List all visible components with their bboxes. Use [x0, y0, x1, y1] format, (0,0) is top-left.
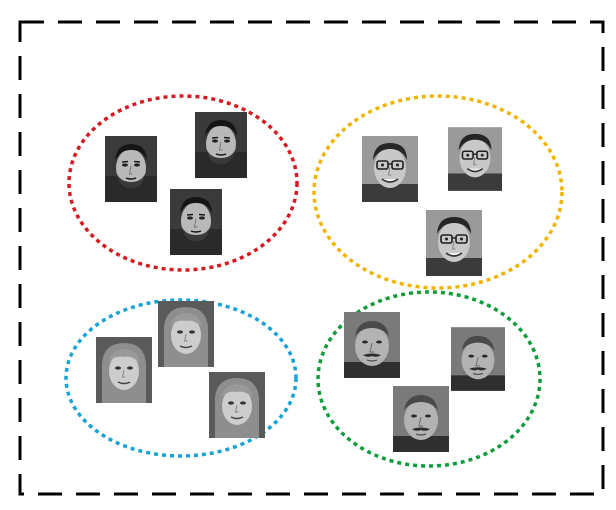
- cluster-group-4: [316, 290, 542, 468]
- face-photo-icon: [344, 312, 400, 378]
- face-photo-icon: [195, 112, 247, 178]
- cluster-ellipse-1: [67, 94, 299, 272]
- outer-dashed-border: [18, 20, 605, 496]
- face-photo-icon: [209, 372, 265, 438]
- face-photo-icon: [96, 337, 152, 403]
- cluster-ellipse-2: [312, 94, 564, 290]
- face-photo-icon: [362, 136, 418, 202]
- cluster-group-1: [67, 94, 299, 272]
- face-photo-icon: [105, 136, 157, 202]
- face-photo-icon: [451, 326, 505, 392]
- face-photo-icon: [393, 386, 449, 452]
- cluster-group-2: [312, 94, 564, 290]
- face-photo-icon: [158, 301, 214, 367]
- cluster-ellipse-3: [64, 298, 298, 458]
- face-photo-icon: [169, 189, 223, 255]
- face-photo-icon: [426, 210, 482, 276]
- cluster-group-3: [64, 298, 298, 458]
- face-photo-icon: [448, 126, 502, 192]
- cluster-ellipse-4: [316, 290, 542, 468]
